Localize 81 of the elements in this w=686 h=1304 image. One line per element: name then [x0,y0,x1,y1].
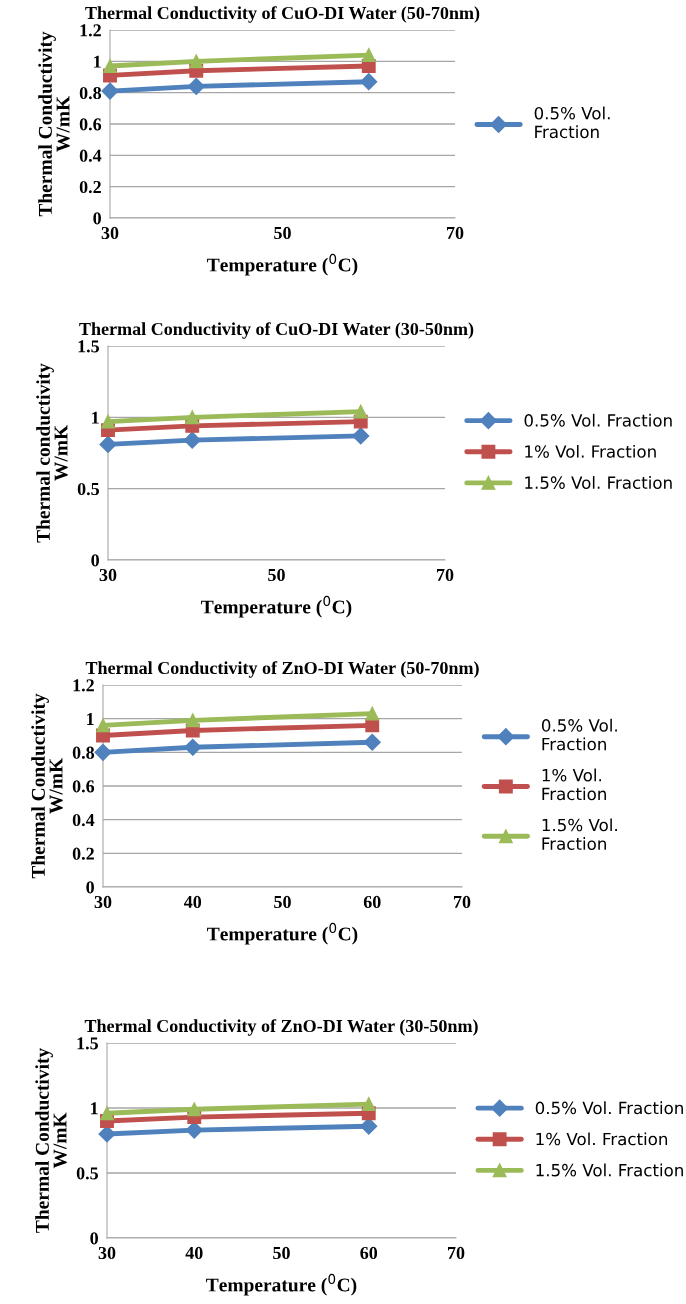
y-tick-label: 0.6 [72,780,95,793]
y-axis-title: Thermal Conductivity W/mK [38,31,70,217]
legend-label: 1% Vol. Fraction [542,768,606,801]
chart-title: Thermal Conductivity of ZnO-DI Water (30-50nm) [84,1019,478,1036]
point [361,1097,376,1112]
y-tick-label: 1 [91,1102,98,1115]
y-tick-label: 0 [91,554,99,567]
y-axis-title: Thermal Conductivity W/mK [31,693,63,879]
legend-label: 1% Vol. Fraction [525,444,656,458]
point [100,1106,114,1121]
y-tick-label: 0.2 [79,180,101,194]
x-tick-label: 70 [448,1246,465,1260]
x-tick-label: 40 [183,895,202,909]
y-tick-label: 1.2 [80,24,101,37]
y-axis-title: Thermal conductivity W/mK [36,363,68,543]
x-tick-label: 70 [437,568,454,582]
y-tick-label: 0.8 [79,86,102,100]
point [101,414,115,429]
y-tick-label: 1 [92,411,99,424]
legend-label: 1.5% Vol. Fraction [525,476,672,489]
legend-label: 1% Vol. Fraction [536,1132,668,1146]
y-axis-title: Thermal Conductivity W/mK [35,1048,67,1233]
legend-label: 1.5% Vol. Fraction [536,1163,683,1177]
y-tick-label: 1.5 [78,340,100,353]
y-tick-label: 1.2 [73,679,94,692]
y-tick-label: 0 [90,1232,98,1245]
x-tick-label: 30 [99,568,117,582]
legend-label: 0.5% Vol. Fraction [541,718,617,751]
y-tick-label: 0.8 [72,746,95,759]
x-tick-label: 70 [447,226,464,240]
point [183,431,201,449]
legend-label: 0.5% Vol. Fraction [535,1101,683,1115]
y-tick-label: 1.5 [77,1037,99,1050]
point [365,706,380,721]
point [352,427,370,445]
point [353,404,368,419]
point [185,410,200,425]
point [363,733,381,751]
x-tick-label: 30 [94,895,112,909]
y-tick-label: 0 [86,881,94,894]
x-tick-label: 40 [185,1246,203,1260]
chart-title: Thermal Conductivity of ZnO-DI Water (50-70nm) [85,661,479,678]
x-tick-label: 30 [101,226,119,240]
x-tick-label: 50 [274,895,291,909]
x-tick-label: 60 [363,895,381,909]
y-tick-label: 0.5 [77,482,100,496]
x-tick-label: 60 [360,1246,378,1260]
chart-title: Thermal Conductivity of CuO-DI Water (30-50nm) [79,322,474,339]
x-tick-label: 50 [268,568,285,582]
y-tick-label: 0.6 [79,118,102,131]
point [189,54,204,69]
x-axis-title: Temperature ($^{0}$C) [207,922,358,945]
point [103,59,117,73]
point [94,743,112,761]
legend-label: 0.5% Vol. Fraction [524,413,672,427]
y-tick-label: 0 [93,212,101,225]
x-axis-title: Temperature ($^{0}$C) [201,595,352,618]
legend-label: 0.5% Vol. Fraction [534,106,610,139]
point [96,718,110,733]
x-tick-label: 50 [274,226,291,240]
x-tick-label: 30 [98,1246,116,1260]
y-tick-label: 0.5 [76,1167,99,1180]
y-tick-label: 0.4 [79,149,102,162]
point [184,738,202,756]
point [187,77,205,95]
point [361,48,376,63]
point [360,73,378,91]
y-tick-label: 1 [94,55,101,68]
x-axis-title: Temperature ($^{0}$C) [206,1273,357,1296]
point [101,82,119,100]
x-axis-title: Temperature ($^{0}$C) [207,253,358,276]
point [99,435,117,453]
chart-title: Thermal Conductivity of CuO-DI Water (50-70nm) [85,6,480,23]
point [185,713,200,728]
y-tick-label: 0.4 [72,813,95,827]
point [187,1102,202,1117]
x-tick-label: 70 [454,895,471,909]
y-tick-label: 0.2 [72,847,94,860]
legend-label: 1.5% Vol. Fraction [542,818,617,850]
x-tick-label: 50 [273,1246,290,1260]
y-tick-label: 1 [87,713,94,725]
